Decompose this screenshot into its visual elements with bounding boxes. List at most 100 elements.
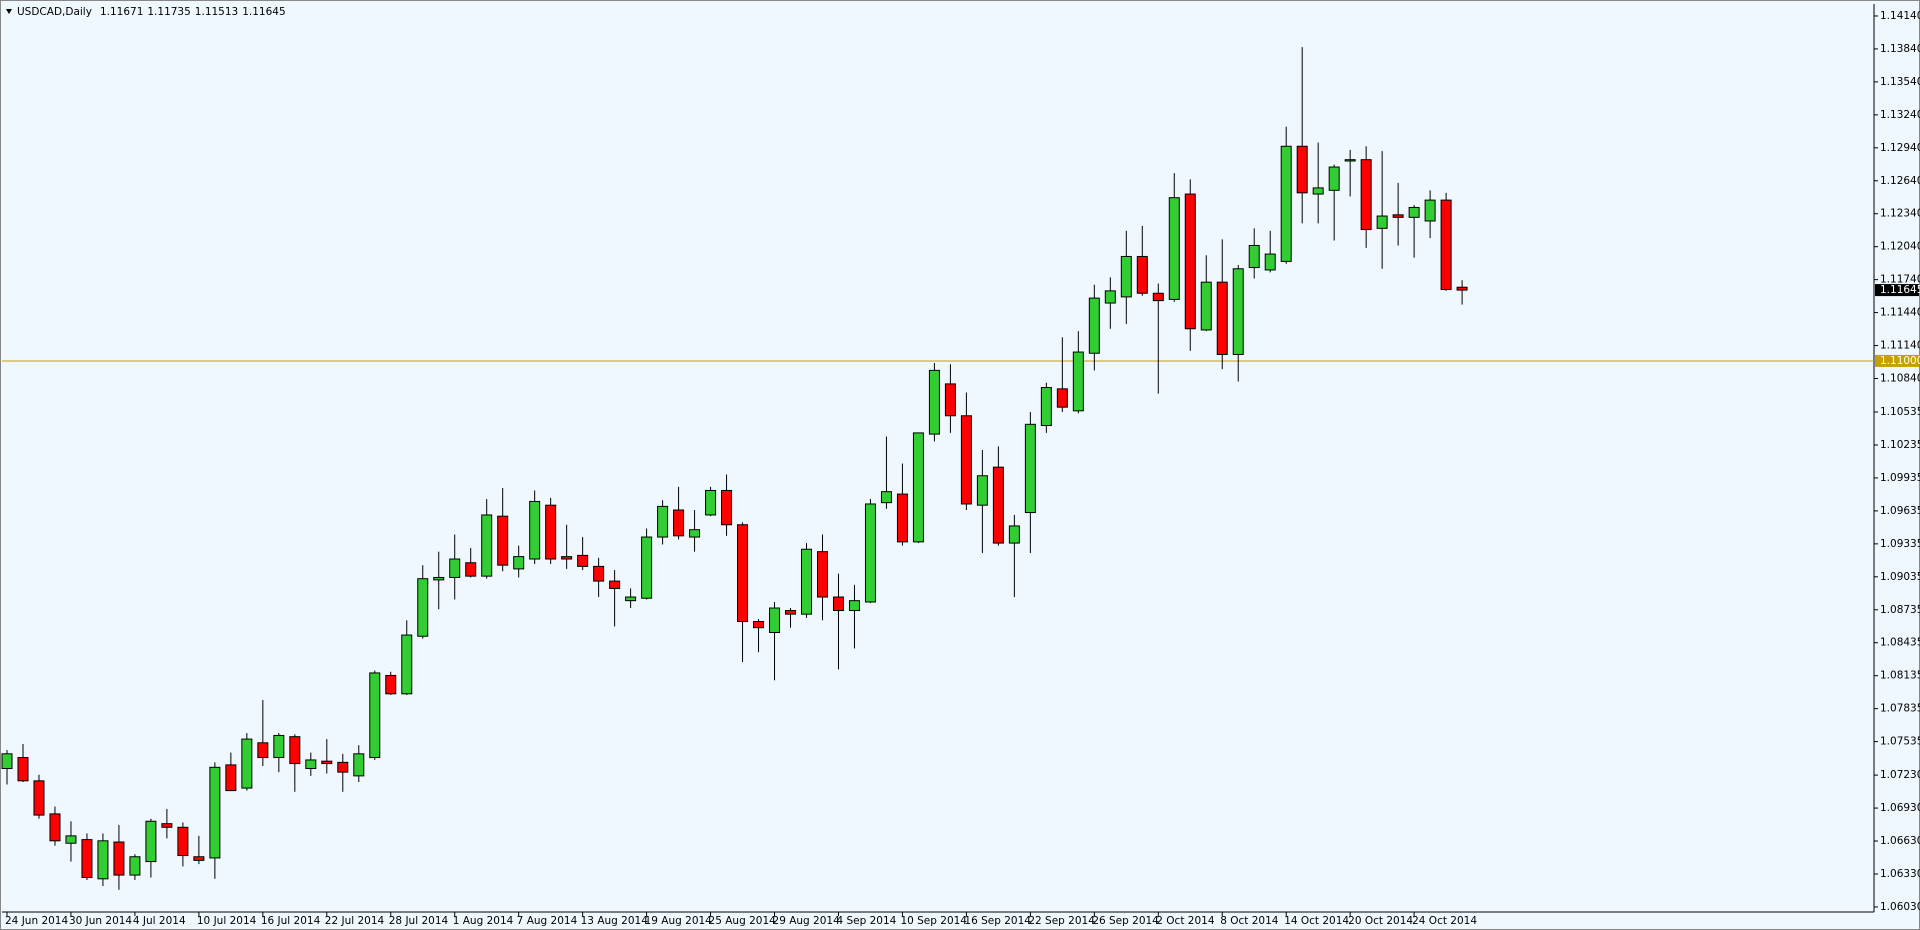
candle-body [353,753,365,777]
x-tick-label: 24 Oct 2014 [1412,915,1477,927]
x-tick-label: 2 Oct 2014 [1156,915,1215,927]
candle-body [17,757,29,782]
candle-body [225,764,237,792]
candle-body [497,515,509,566]
y-tick-label: 1.11440 [1880,307,1920,319]
y-tick-label: 1.12340 [1880,208,1920,220]
candle-body [1,753,13,770]
candle-body [97,840,109,880]
y-tick-label: 1.08135 [1880,670,1920,682]
candle-body [257,742,269,759]
candle-body [1344,159,1356,162]
y-tick-label: 1.10840 [1880,373,1920,385]
x-tick-label: 10 Sep 2014 [900,915,967,927]
candle-body [753,621,765,629]
candle-body [880,491,892,504]
candle-body [321,760,333,765]
y-tick-label: 1.07835 [1880,703,1920,715]
candle-body [816,551,828,598]
candle-body [609,580,621,589]
candle-body [1168,197,1180,300]
candle-body [417,578,429,637]
header-low: 1.11513 [195,6,238,18]
x-tick-label: 16 Jul 2014 [261,915,321,927]
candle-body [49,813,61,842]
candle-body [1216,281,1228,355]
candle-body [1360,159,1372,231]
y-tick-label: 1.14140 [1880,10,1920,22]
x-tick-label: 30 Jun 2014 [69,915,132,927]
y-tick-label: 1.06330 [1880,868,1920,880]
candle-body [1328,166,1340,191]
candle-body [769,607,781,634]
candle-body [1040,387,1052,427]
candle-body [305,759,317,770]
candle-body [1008,525,1020,544]
y-tick-label: 1.10535 [1880,406,1920,418]
y-tick-label: 1.13240 [1880,109,1920,121]
candle-body [209,766,221,859]
candle-body [1184,193,1196,330]
level-label-bg [1875,354,1919,367]
candle-body [912,432,924,543]
candle-body [81,839,93,879]
x-tick-label: 22 Jul 2014 [325,915,385,927]
x-tick-label: 8 Oct 2014 [1220,915,1279,927]
x-tick-label: 25 Aug 2014 [709,915,777,927]
y-tick-label: 1.12940 [1880,142,1920,154]
y-tick-label: 1.08735 [1880,604,1920,616]
candle-body [1264,253,1276,271]
candle-body [1408,206,1420,218]
candle-body [1120,255,1132,298]
candle-body [1248,244,1260,269]
candle-body [737,524,749,623]
candle-body [193,856,205,861]
y-tick-label: 1.07535 [1880,736,1920,748]
candle-body [641,536,653,599]
candle-body [1200,281,1212,331]
candle-body [465,562,477,577]
x-tick-label: 13 Aug 2014 [581,915,649,927]
x-tick-label: 26 Sep 2014 [1092,915,1159,927]
candle-body [992,466,1004,544]
candle-body [1104,290,1116,304]
y-tick-label: 1.09935 [1880,472,1920,484]
candle-body [896,493,908,543]
candle-body [944,383,956,417]
candle-body [1296,145,1308,194]
candle-body [593,565,605,582]
menu-triangle[interactable] [6,9,12,14]
candle-body [1456,286,1468,291]
candle-body [129,856,141,876]
candle-body [689,529,701,538]
x-tick-label: 4 Jul 2014 [133,915,186,927]
candle-body [1440,199,1452,291]
y-tick-label: 1.13840 [1880,43,1920,55]
candle-body [289,736,301,765]
candle-body [1312,187,1324,195]
candle-body [241,738,253,789]
y-tick-label: 1.12640 [1880,175,1920,187]
candle-body [1152,292,1164,302]
x-tick-label: 14 Oct 2014 [1284,915,1349,927]
y-tick-label: 1.08435 [1880,637,1920,649]
x-tick-label: 1 Aug 2014 [453,915,514,927]
x-tick-label: 19 Aug 2014 [645,915,713,927]
y-tick-label: 1.10235 [1880,439,1920,451]
candle-body [65,835,77,844]
candle-body [1392,214,1404,218]
candle-body [832,596,844,612]
candle-body [161,823,173,828]
symbol: USDCAD,Daily [17,6,92,18]
header-high: 1.11735 [147,6,190,18]
candle-body [721,489,733,526]
candle-body [273,734,285,759]
y-tick-label: 1.06930 [1880,802,1920,814]
candle-body [673,509,685,537]
candle-body [705,489,717,516]
candle-body [545,504,557,560]
candle-body [1136,255,1148,294]
y-tick-label: 1.07230 [1880,769,1920,781]
candle-body [1088,297,1100,354]
